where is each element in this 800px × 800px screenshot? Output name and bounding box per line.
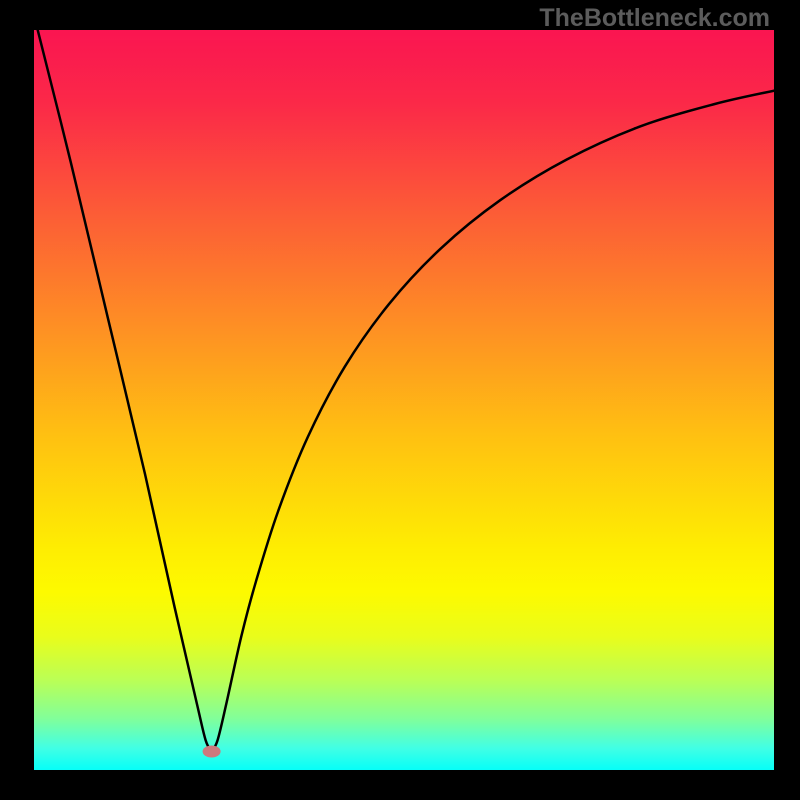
bottleneck-curve — [38, 30, 774, 753]
chart-container: TheBottleneck.com — [0, 0, 800, 800]
min-marker — [203, 746, 221, 758]
watermark-text: TheBottleneck.com — [539, 4, 770, 33]
plot-area — [34, 30, 774, 770]
curve-layer — [34, 30, 774, 770]
